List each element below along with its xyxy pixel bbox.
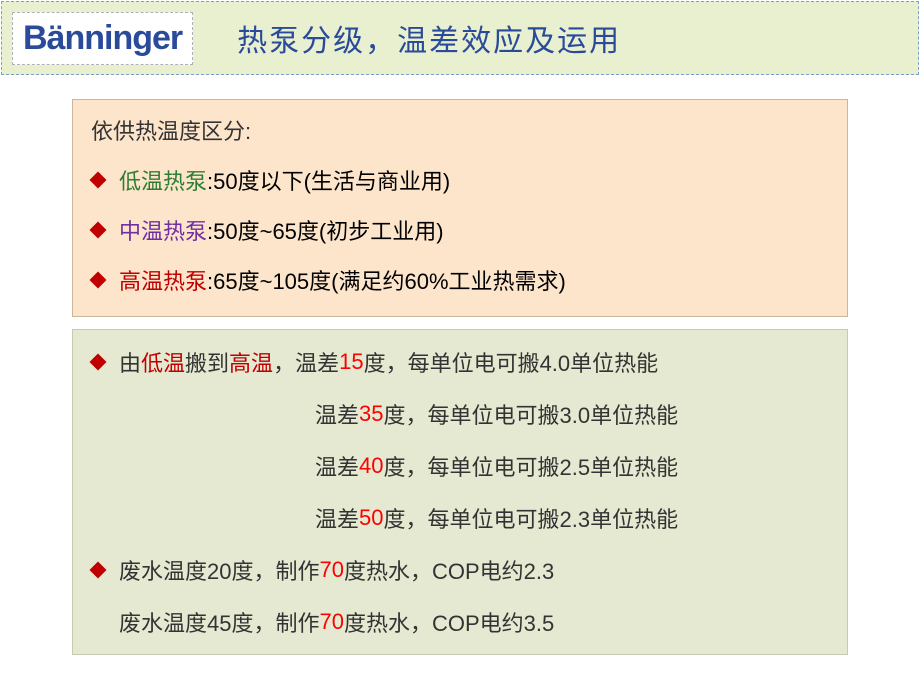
slide-title: 热泵分级，温差效应及运用 bbox=[237, 16, 621, 60]
classification-item: 中温热泵:50度~65度(初步工业用) bbox=[91, 214, 829, 246]
bullet-icon bbox=[91, 355, 105, 369]
item-label: 中温热泵 bbox=[119, 214, 207, 246]
item-label: 高温热泵 bbox=[119, 264, 207, 296]
efficiency-line: 温差50度，每单位电可搬2.3单位热能 bbox=[91, 502, 829, 534]
brand-logo: Bänninger bbox=[12, 12, 193, 65]
logo-text: Bänninger bbox=[23, 19, 182, 57]
classification-item: 低温热泵:50度以下(生活与商业用) bbox=[91, 164, 829, 196]
cop-line: 废水温度45度，制作70度热水，COP电约3.5 bbox=[91, 606, 829, 638]
bullet-icon bbox=[91, 563, 105, 577]
efficiency-box: 由低温搬到高温，温差15度，每单位电可搬4.0单位热能 温差35度，每单位电可搬… bbox=[72, 329, 848, 655]
item-text: :50度以下(生活与商业用) bbox=[207, 164, 450, 196]
efficiency-line: 由低温搬到高温，温差15度，每单位电可搬4.0单位热能 bbox=[91, 346, 829, 378]
classification-box: 依供热温度区分: 低温热泵:50度以下(生活与商业用) 中温热泵:50度~65度… bbox=[72, 99, 848, 317]
item-label: 低温热泵 bbox=[119, 164, 207, 196]
classification-header: 依供热温度区分: bbox=[91, 114, 829, 146]
bullet-icon bbox=[91, 273, 105, 287]
bullet-icon bbox=[91, 173, 105, 187]
slide-header: Bänninger 热泵分级，温差效应及运用 bbox=[1, 1, 919, 75]
item-text: :65度~105度(满足约60%工业热需求) bbox=[207, 264, 566, 296]
classification-item: 高温热泵:65度~105度(满足约60%工业热需求) bbox=[91, 264, 829, 296]
efficiency-line: 温差40度，每单位电可搬2.5单位热能 bbox=[91, 450, 829, 482]
efficiency-line: 温差35度，每单位电可搬3.0单位热能 bbox=[91, 398, 829, 430]
bullet-icon bbox=[91, 223, 105, 237]
cop-line: 废水温度20度，制作70度热水，COP电约2.3 bbox=[91, 554, 829, 586]
item-text: :50度~65度(初步工业用) bbox=[207, 214, 444, 246]
